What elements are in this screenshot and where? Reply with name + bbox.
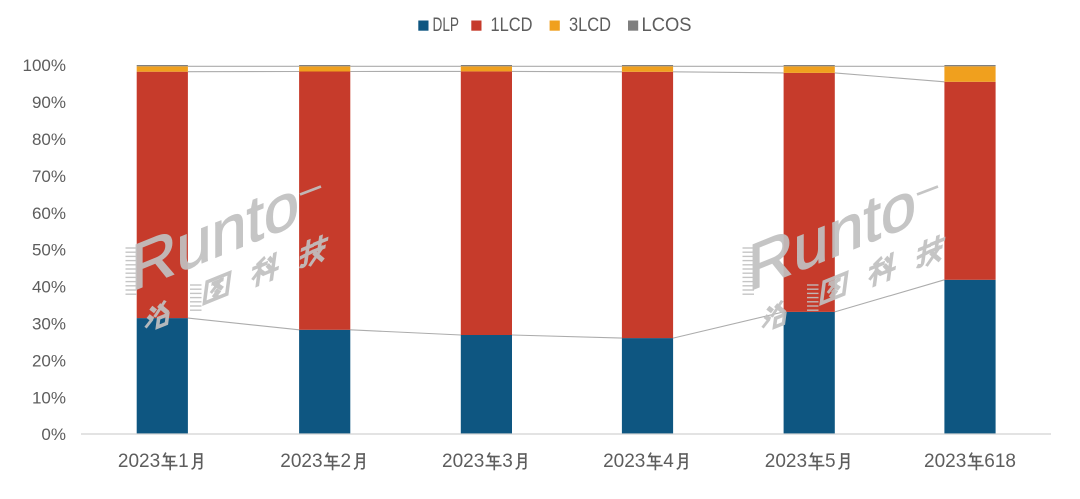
svg-text:618: 618 <box>984 451 1016 472</box>
svg-text:2023: 2023 <box>118 451 160 472</box>
svg-text:10%: 10% <box>32 388 66 407</box>
svg-text:80%: 80% <box>32 130 66 149</box>
svg-text:100%: 100% <box>23 56 66 75</box>
svg-text:60%: 60% <box>32 204 66 223</box>
svg-text:2: 2 <box>341 451 352 472</box>
svg-text:5: 5 <box>825 451 836 472</box>
svg-text:1: 1 <box>178 451 189 472</box>
svg-text:90%: 90% <box>32 93 66 112</box>
svg-text:2023: 2023 <box>603 451 645 472</box>
svg-text:3: 3 <box>502 451 513 472</box>
svg-text:30%: 30% <box>32 315 66 334</box>
svg-text:3LCD: 3LCD <box>569 15 611 36</box>
svg-text:LCOS: LCOS <box>642 15 692 36</box>
svg-text:2023: 2023 <box>924 451 966 472</box>
svg-text:2023: 2023 <box>280 451 322 472</box>
svg-text:50%: 50% <box>32 241 66 260</box>
svg-text:2023: 2023 <box>442 451 484 472</box>
svg-text:20%: 20% <box>32 351 66 370</box>
svg-text:0%: 0% <box>41 425 66 444</box>
svg-text:DLP: DLP <box>433 15 460 36</box>
svg-text:1LCD: 1LCD <box>491 15 533 36</box>
svg-text:40%: 40% <box>32 278 66 297</box>
svg-text:2023: 2023 <box>765 451 807 472</box>
svg-text:4: 4 <box>663 451 674 472</box>
svg-text:70%: 70% <box>32 167 66 186</box>
